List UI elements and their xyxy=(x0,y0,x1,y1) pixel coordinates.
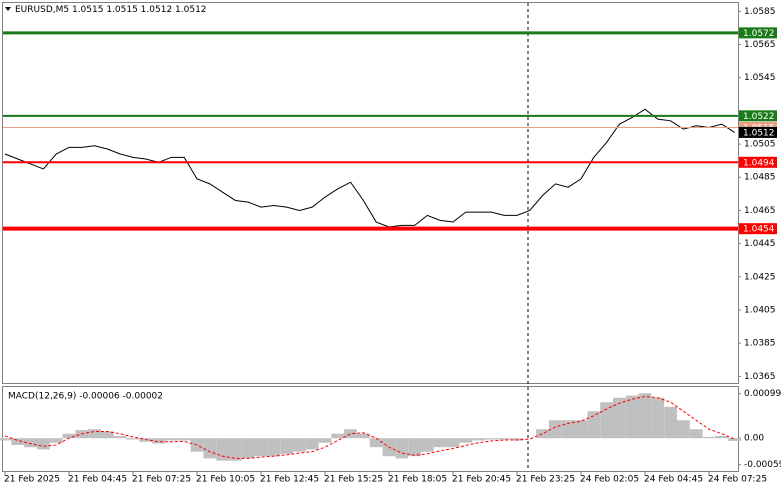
histogram-bar xyxy=(88,429,101,439)
y-tick-label: 1.0385 xyxy=(744,339,776,349)
histogram-bar xyxy=(357,433,370,439)
x-tick-label: 21 Feb 23:25 xyxy=(516,475,575,485)
y-tick-label: 1.0545 xyxy=(744,73,776,83)
macd-title: MACD(12,26,9) -0.00006 -0.00002 xyxy=(8,392,163,402)
histogram-bar xyxy=(229,438,242,461)
histogram-bar xyxy=(152,438,165,444)
histogram-bar xyxy=(37,438,50,450)
histogram-bar xyxy=(254,438,268,457)
level-label-bg xyxy=(739,156,777,168)
histogram-bar xyxy=(651,397,665,439)
histogram-bar xyxy=(446,438,460,448)
histogram-bar xyxy=(600,402,613,439)
level-label-bg xyxy=(739,27,777,39)
histogram-bar xyxy=(331,433,345,439)
y-tick-label: 1.0425 xyxy=(744,272,776,282)
level-label: 1.0572 xyxy=(743,29,775,39)
macd-frame xyxy=(2,386,739,472)
histogram-bar xyxy=(421,438,434,452)
x-tick-label: 21 Feb 20:45 xyxy=(452,475,511,485)
histogram-bar xyxy=(510,438,524,441)
x-tick-label: 21 Feb 10:05 xyxy=(196,475,255,485)
histogram-bar xyxy=(689,429,703,439)
level-label-bg xyxy=(739,223,777,235)
x-tick-label: 21 Feb 18:05 xyxy=(388,475,447,485)
level-label: 1.0522 xyxy=(743,112,775,122)
histogram-bar xyxy=(715,435,729,439)
x-tick-label: 24 Feb 07:25 xyxy=(708,475,767,485)
x-tick-label: 24 Feb 04:45 xyxy=(644,475,703,485)
histogram-bar xyxy=(574,420,588,439)
histogram-bar xyxy=(318,438,332,443)
histogram-bar xyxy=(638,393,652,439)
symbol-title: EURUSD,M5 1.0515 1.0515 1.0512 1.0512 xyxy=(15,5,207,15)
histogram-bar xyxy=(408,438,421,457)
histogram-bar xyxy=(677,420,690,439)
last-price-bg xyxy=(739,126,777,138)
menu-arrow[interactable] xyxy=(5,7,11,11)
y-tick-label: -0.00059 xyxy=(744,460,781,470)
y-tick-label: 1.0565 xyxy=(744,40,776,50)
level-label-bg xyxy=(739,110,777,122)
signal-line xyxy=(4,395,735,459)
histogram-bar xyxy=(305,438,319,450)
y-tick-label: 1.0445 xyxy=(744,239,776,249)
histogram-bar xyxy=(536,429,549,439)
x-tick-label: 21 Feb 04:45 xyxy=(68,475,127,485)
y-tick-label: 1.0505 xyxy=(744,140,776,150)
histogram-bar xyxy=(344,429,357,439)
histogram-bar xyxy=(203,438,217,459)
histogram-bar xyxy=(702,436,716,439)
histogram-bar xyxy=(293,438,306,452)
y-tick-label: 0.00099 xyxy=(744,389,781,399)
histogram-bar xyxy=(177,438,191,441)
histogram-bar xyxy=(459,438,473,443)
histogram-bar xyxy=(62,433,76,439)
x-tick-label: 21 Feb 2025 xyxy=(4,475,60,485)
x-tick-label: 24 Feb 02:05 xyxy=(580,475,639,485)
x-tick-label: 21 Feb 12:45 xyxy=(260,475,319,485)
histogram-bar xyxy=(587,411,601,439)
histogram-bar xyxy=(126,438,140,440)
histogram-bar xyxy=(241,438,255,459)
histogram-bar xyxy=(165,438,178,441)
histogram-bar xyxy=(369,438,383,448)
histogram-bar xyxy=(267,438,281,457)
histogram-bar xyxy=(549,420,562,439)
y-tick-label: 1.0365 xyxy=(744,372,776,382)
histogram-bar xyxy=(0,438,12,441)
y-tick-label: 0.00 xyxy=(744,434,764,444)
price-line xyxy=(4,108,735,228)
histogram-bar xyxy=(728,438,741,441)
histogram-bar xyxy=(472,438,485,441)
histogram-bar xyxy=(101,431,114,439)
histogram-bar xyxy=(24,438,37,448)
histogram-bar xyxy=(664,406,677,439)
x-tick-label: 21 Feb 15:25 xyxy=(324,475,383,485)
y-tick-label: 1.0585 xyxy=(744,7,776,17)
histogram-bar xyxy=(280,438,293,454)
histogram-bar xyxy=(613,397,626,439)
histogram-bar xyxy=(625,395,639,439)
histogram-bar xyxy=(485,438,498,440)
level-label: 1.0454 xyxy=(743,225,775,235)
histogram-bar xyxy=(11,438,25,445)
y-tick-label: 1.0405 xyxy=(744,305,776,315)
histogram-bar xyxy=(113,435,127,439)
level-label: 1.0494 xyxy=(743,158,775,168)
plot: 1.0585 1.0565 1.0545 1.0505 1.0485 1.0465 1.04… xyxy=(0,7,781,485)
histogram-bar xyxy=(49,438,63,443)
last-price-label: 1.0512 xyxy=(743,128,775,138)
histogram-bar xyxy=(395,438,409,459)
histogram-bar xyxy=(433,438,447,448)
x-tick-label: 21 Feb 07:25 xyxy=(132,475,191,485)
price-frame xyxy=(2,2,739,384)
histogram-bar xyxy=(497,438,511,440)
y-tick-label: 1.0465 xyxy=(744,206,776,216)
y-tick-label: 1.0485 xyxy=(744,173,776,183)
